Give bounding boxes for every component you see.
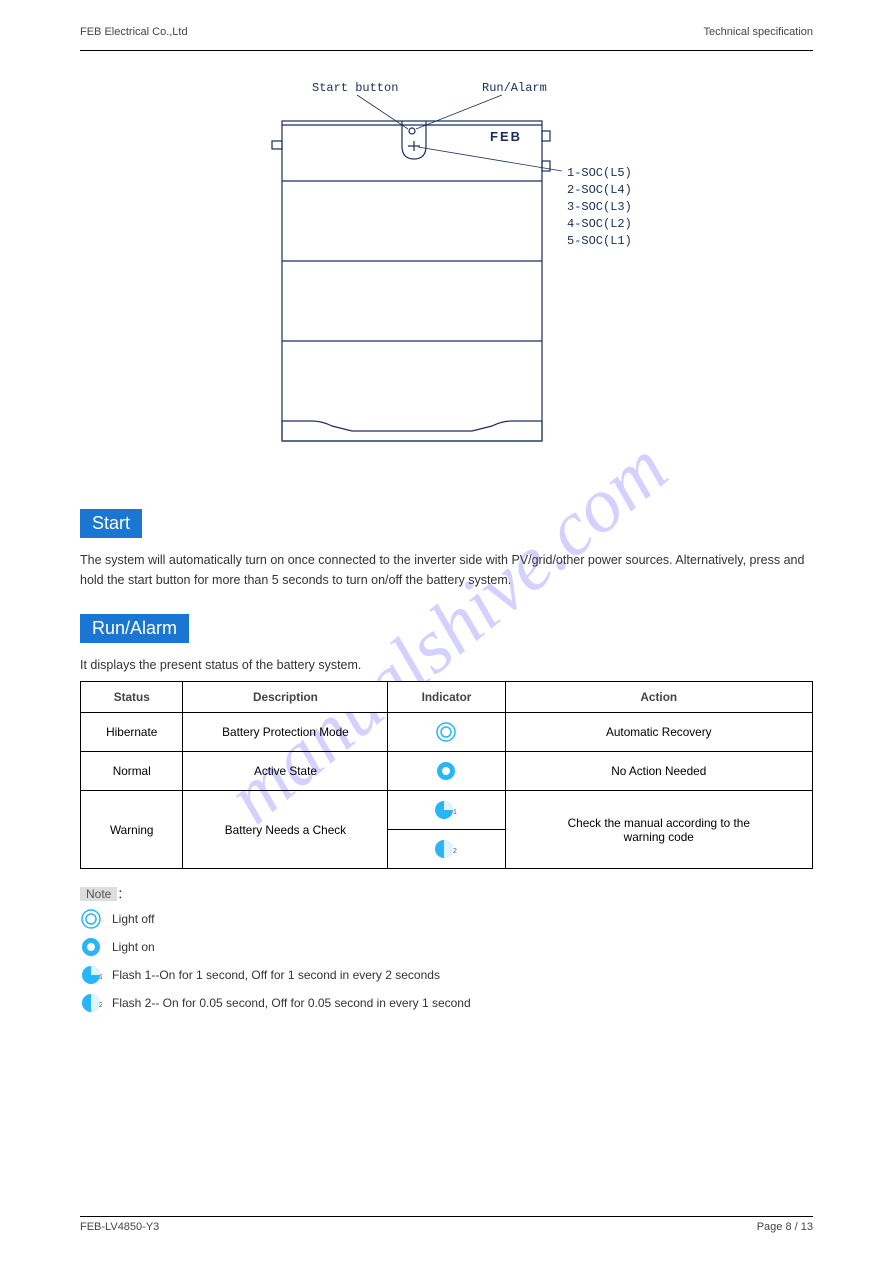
- svg-text:2: 2: [453, 848, 457, 855]
- light-on-icon: [80, 936, 102, 958]
- svg-text:2: 2: [99, 1002, 102, 1009]
- legend-row: Light off: [80, 908, 813, 930]
- page-footer: FEB-LV4850-Y3 Page 8 / 13: [80, 1216, 813, 1233]
- table-row: Normal Active State No Action Needed: [81, 752, 813, 791]
- legend-text: Flash 1--On for 1 second, Off for 1 seco…: [112, 968, 440, 982]
- table-row: Hibernate Battery Protection Mode Automa…: [81, 713, 813, 752]
- run-alarm-description: It displays the present status of the ba…: [80, 655, 813, 675]
- footer-right: Page 8 / 13: [757, 1221, 813, 1233]
- section-start: Start The system will automatically turn…: [80, 491, 813, 590]
- legend-row: Light on: [80, 936, 813, 958]
- footer-left: FEB-LV4850-Y3: [80, 1221, 159, 1233]
- footer-rule: [80, 1216, 813, 1217]
- note-colon: ：: [117, 887, 129, 901]
- start-label: Start: [80, 509, 142, 538]
- diagram-brand: FEB: [490, 129, 522, 144]
- cell-desc: Battery Needs a Check: [183, 791, 388, 869]
- cell-action: Automatic Recovery: [505, 713, 812, 752]
- note-label: Note: [80, 887, 117, 901]
- flash2-icon: 2: [80, 992, 102, 1014]
- page-header: FEB Electrical Co.,Ltd Technical specifi…: [80, 26, 813, 51]
- cell-indicator: 1: [388, 791, 505, 830]
- svg-text:1: 1: [453, 809, 457, 816]
- diagram-soc-4: 4-SOC(L2): [567, 217, 632, 231]
- page-container: FEB Electrical Co.,Ltd Technical specifi…: [0, 0, 893, 1054]
- legend-row: 2 Flash 2-- On for 0.05 second, Off for …: [80, 992, 813, 1014]
- legend-note: Note：: [80, 885, 813, 902]
- col-description: Description: [183, 682, 388, 713]
- legend-row: 1 Flash 1--On for 1 second, Off for 1 se…: [80, 964, 813, 986]
- cell-status: Warning: [81, 791, 183, 869]
- indicator-off-icon: [435, 721, 457, 743]
- svg-text:1: 1: [99, 974, 102, 981]
- start-description: The system will automatically turn on on…: [80, 550, 813, 590]
- cell-indicator: [388, 713, 505, 752]
- cell-status: Normal: [81, 752, 183, 791]
- header-right-text: Technical specification: [80, 26, 813, 38]
- legend-text: Light off: [112, 912, 154, 926]
- diagram-label-start: Start button: [312, 81, 398, 95]
- indicator-flash1-icon: 1: [433, 799, 459, 821]
- col-status: Status: [81, 682, 183, 713]
- table-row: Warning Battery Needs a Check 1 Check th…: [81, 791, 813, 830]
- cell-indicator: 2: [388, 830, 505, 869]
- legend-text: Light on: [112, 940, 155, 954]
- flash1-icon: 1: [80, 964, 102, 986]
- header-rule: [80, 50, 813, 51]
- table-header-row: Status Description Indicator Action: [81, 682, 813, 713]
- diagram-soc-2: 2-SOC(L4): [567, 183, 632, 197]
- cell-action: Check the manual according to the warnin…: [505, 791, 812, 869]
- col-action: Action: [505, 682, 812, 713]
- cell-desc: Active State: [183, 752, 388, 791]
- diagram-soc-1: 1-SOC(L5): [567, 166, 632, 180]
- section-run-alarm: Run/Alarm It displays the present status…: [80, 596, 813, 869]
- cell-indicator: [388, 752, 505, 791]
- cell-desc: Battery Protection Mode: [183, 713, 388, 752]
- light-off-icon: [80, 908, 102, 930]
- legend-text: Flash 2-- On for 0.05 second, Off for 0.…: [112, 996, 471, 1010]
- diagram-soc-5: 5-SOC(L1): [567, 234, 632, 248]
- cell-status: Hibernate: [81, 713, 183, 752]
- diagram-label-runalarm: Run/Alarm: [482, 81, 547, 95]
- cell-action: No Action Needed: [505, 752, 812, 791]
- device-diagram: Start button Run/Alarm FE: [222, 71, 672, 471]
- indicator-flash2-icon: 2: [433, 838, 459, 860]
- header-left-text: FEB Electrical Co.,Ltd: [80, 26, 188, 38]
- indicator-table: Status Description Indicator Action Hibe…: [80, 681, 813, 869]
- run-alarm-label: Run/Alarm: [80, 614, 189, 643]
- diagram-soc-3: 3-SOC(L3): [567, 200, 632, 214]
- indicator-on-icon: [435, 760, 457, 782]
- col-indicator: Indicator: [388, 682, 505, 713]
